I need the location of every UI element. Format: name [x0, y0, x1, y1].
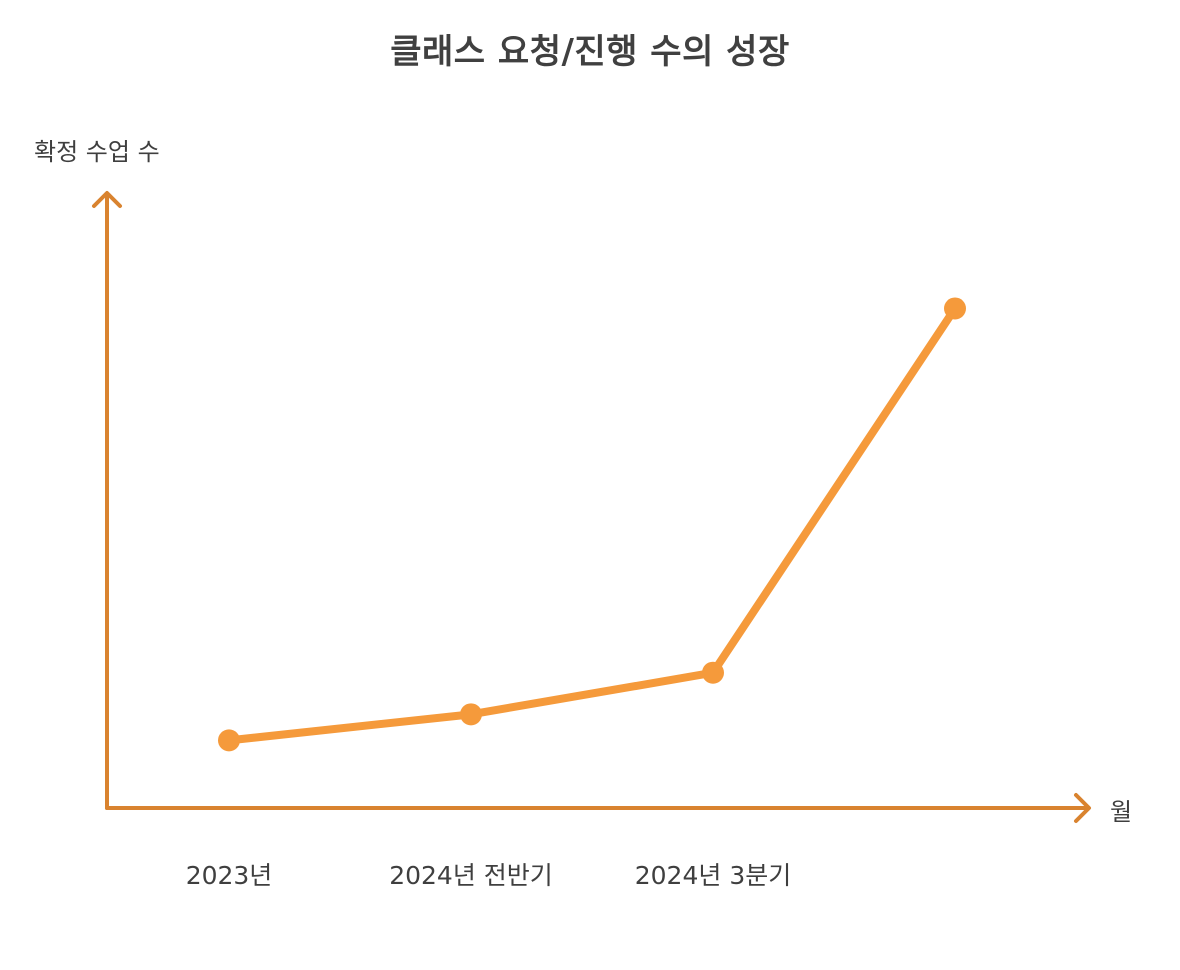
x-tick-labels: 2023년 2024년 전반기 2024년 3분기: [186, 861, 792, 890]
x-axis-label: 월: [1110, 798, 1133, 826]
series-line: [225, 304, 959, 745]
chart-title: 클래스 요청/진행 수의 성장: [390, 32, 790, 72]
series-layer: [218, 297, 966, 752]
x-tick-label: 2024년 전반기: [389, 861, 553, 890]
x-tick-label: 2023년: [186, 861, 273, 890]
axes: [92, 191, 1091, 823]
data-point: [702, 661, 724, 684]
data-point: [218, 729, 240, 752]
y-axis-label: 확정 수업 수: [34, 138, 160, 166]
data-point: [944, 297, 966, 320]
data-point: [460, 703, 482, 726]
x-axis-arrow-icon: [1074, 793, 1091, 823]
y-axis-arrow-icon: [92, 191, 122, 208]
x-tick-label: 2024년 3분기: [635, 861, 791, 890]
